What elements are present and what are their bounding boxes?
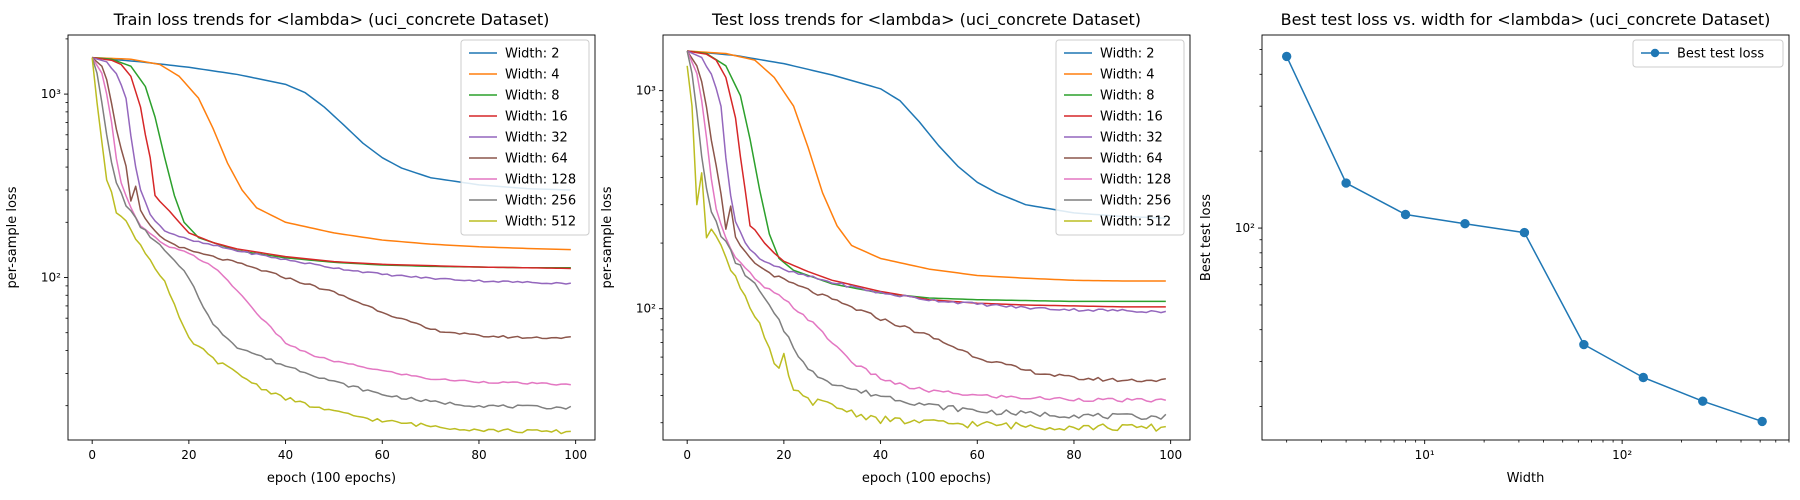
legend: Best test loss (1632, 39, 1784, 68)
x-tick-label: 0 (88, 448, 96, 462)
x-tick-label: 100 (564, 448, 587, 462)
legend-box (460, 39, 590, 236)
legend-label: Width: 8 (1100, 89, 1155, 104)
x-tick-label: 0 (683, 448, 691, 462)
legend-label: Width: 64 (1100, 152, 1163, 167)
x-tick-label: 60 (970, 448, 985, 462)
y-tick-label: 10³ (636, 84, 656, 98)
axes-frame (662, 34, 1191, 441)
series-line-9 (686, 65, 1166, 432)
x-tick-label: 20 (181, 448, 196, 462)
legend-label: Width: 128 (1100, 173, 1171, 188)
legend-label: Width: 2 (1100, 47, 1155, 62)
legend-label: Width: 64 (505, 152, 568, 167)
y-tick-label: 10² (1235, 221, 1255, 235)
data-point (1757, 416, 1767, 427)
legend-label: Width: 8 (505, 89, 560, 104)
series-line-9 (91, 57, 571, 435)
series-line-5 (686, 50, 1167, 314)
legend-label: Best test loss (1677, 47, 1764, 62)
data-point (1519, 227, 1530, 238)
x-tick-label: 40 (873, 448, 888, 462)
x-tick-label: 100 (1159, 448, 1182, 462)
y-axis-label: Best test loss (1199, 194, 1214, 281)
legend-label: Width: 16 (505, 110, 568, 125)
legend-label: Width: 32 (1100, 131, 1163, 146)
legend-label: Width: 128 (505, 173, 576, 188)
legend: Width: 2 Width: 4 Width: 8 Width: 16 Width: … (1055, 39, 1185, 236)
series-line-8 (686, 50, 1167, 421)
axes-frame (1261, 34, 1790, 441)
data-point (1341, 178, 1351, 188)
series-line-2 (687, 50, 1166, 282)
best-test-loss-chart: Best test loss vs. width for <lambda> (u… (1199, 10, 1790, 486)
series-line-3 (687, 50, 1166, 303)
x-tick-label: 10¹ (1415, 448, 1435, 462)
series-line-7 (686, 50, 1167, 403)
legend: Width: 2 Width: 4 Width: 8 Width: 16 Width: … (460, 39, 590, 236)
axes-frame (67, 34, 596, 441)
data-point (1400, 209, 1411, 220)
y-tick-label: 10² (636, 302, 656, 316)
legend-label: Width: 256 (1100, 194, 1171, 209)
series-line-8 (91, 57, 572, 410)
x-axis-label: Width (1507, 471, 1545, 486)
series-line-1 (1285, 56, 1763, 423)
legend-box (1055, 39, 1185, 236)
legend-label: Width: 32 (505, 131, 568, 146)
y-axis-label: per-sample loss (600, 186, 615, 288)
series-line-4 (687, 50, 1166, 308)
x-axis-label: epoch (100 epochs) (267, 471, 396, 486)
x-tick-label: 80 (471, 448, 486, 462)
chart-title: Train loss trends for <lambda> (uci_conc… (113, 10, 550, 30)
data-point (1698, 396, 1708, 406)
chart-title: Best test loss vs. width for <lambda> (u… (1281, 10, 1771, 30)
x-tick-label: 10² (1612, 448, 1632, 462)
series-line-6 (686, 50, 1166, 383)
test-loss-chart: Test loss trends for <lambda> (uci_concr… (600, 10, 1191, 486)
legend-label: Width: 256 (505, 194, 576, 209)
x-tick-label: 40 (278, 448, 293, 462)
plot-area (1281, 51, 1767, 427)
legend-label: Width: 512 (505, 215, 576, 230)
y-tick-label: 10² (41, 270, 61, 284)
legend-label: Width: 512 (1100, 215, 1171, 230)
chart-title: Test loss trends for <lambda> (uci_concr… (711, 10, 1141, 30)
legend-marker (1650, 48, 1660, 58)
legend-label: Width: 4 (1100, 68, 1155, 83)
series-line-6 (91, 57, 571, 340)
series-line-5 (91, 56, 571, 285)
series-line-4 (92, 56, 571, 270)
x-axis-label: epoch (100 epochs) (862, 471, 991, 486)
series-line-7 (91, 57, 571, 386)
x-tick-label: 80 (1066, 448, 1081, 462)
data-point (1638, 372, 1649, 383)
y-axis-label: per-sample loss (5, 186, 20, 288)
data-point (1281, 51, 1292, 62)
x-tick-label: 20 (776, 448, 791, 462)
data-point (1460, 219, 1470, 229)
legend-box (1632, 39, 1784, 68)
data-point (1579, 339, 1589, 350)
train-loss-chart: Train loss trends for <lambda> (uci_conc… (5, 10, 596, 486)
legend-label: Width: 2 (505, 47, 560, 62)
y-tick-label: 10³ (41, 87, 61, 101)
x-tick-label: 60 (375, 448, 390, 462)
series-line-2 (92, 56, 571, 251)
legend-label: Width: 16 (1100, 110, 1163, 125)
plot-area (91, 56, 572, 435)
legend-label: Width: 4 (505, 68, 560, 83)
